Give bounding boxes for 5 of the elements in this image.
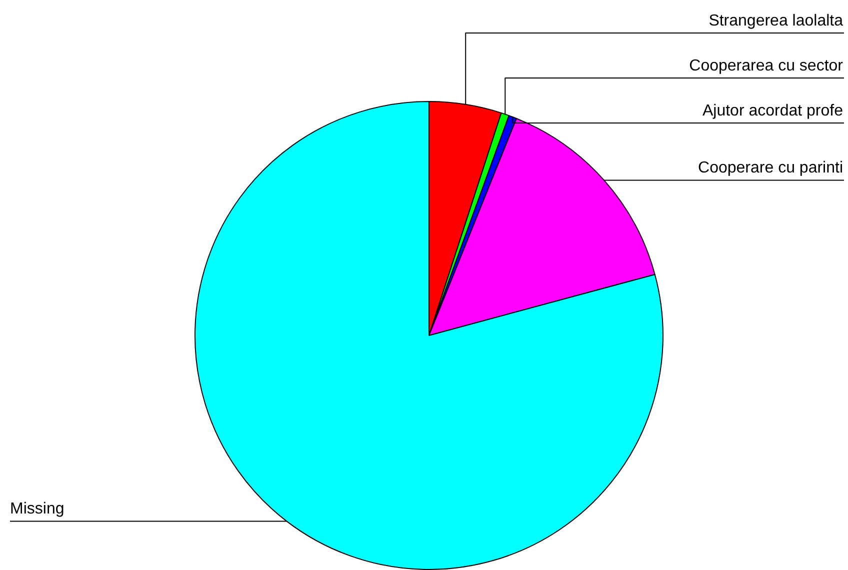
slice-label: Cooperare cu parinti [698,160,843,177]
slice-label: Strangerea laolalta [708,12,844,30]
slice-label: Missing [10,500,64,518]
slice-label: Cooperarea cu sector [689,57,844,74]
slice-label: Ajutor acordat profe [702,102,844,120]
